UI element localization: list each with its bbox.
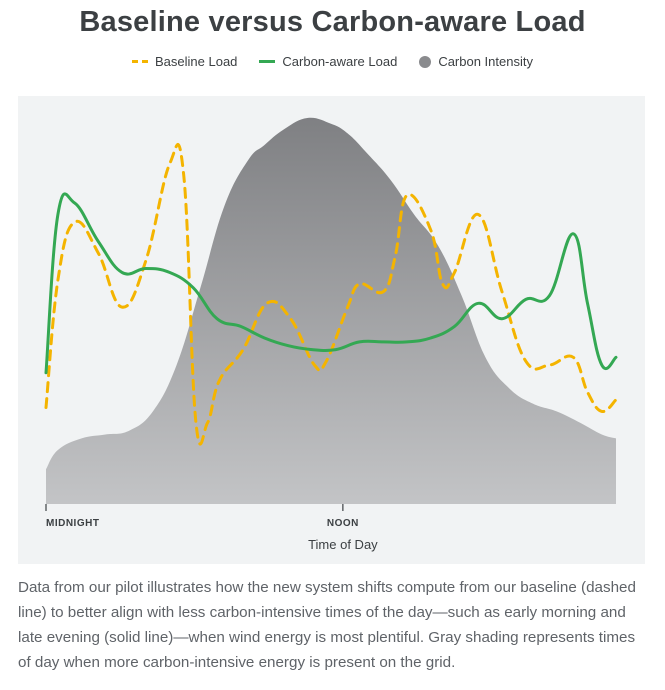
x-axis-ticks: MIDNIGHT NOON — [45, 504, 359, 529]
legend-dot-icon — [419, 55, 432, 68]
chart-caption: Data from our pilot illustrates how the … — [18, 579, 636, 671]
chart-panel: MIDNIGHT NOON Time of Day — [18, 96, 645, 564]
legend-solid-line-icon — [259, 60, 276, 63]
x-axis-label: Time of Day — [308, 537, 378, 552]
legend-item-carbon-intensity: Carbon Intensity — [419, 54, 533, 69]
x-tick-label: MIDNIGHT — [46, 518, 99, 529]
legend-label-baseline: Baseline Load — [155, 54, 238, 69]
legend-label-carbon-aware: Carbon-aware Load — [282, 54, 398, 69]
chart-legend: Baseline Load Carbon-aware Load Carbon I… — [0, 54, 665, 69]
baseline-load-line — [44, 143, 618, 446]
legend-dashed-line-icon — [132, 60, 148, 63]
chart-svg: MIDNIGHT NOON Time of Day — [44, 117, 618, 552]
x-tick-label: NOON — [327, 518, 359, 529]
legend-item-carbon-aware: Carbon-aware Load — [259, 54, 397, 69]
carbon-intensity-area — [46, 117, 616, 504]
carbon-aware-load-line — [44, 192, 618, 375]
chart-title: Baseline versus Carbon-aware Load — [79, 6, 586, 38]
legend-item-baseline: Baseline Load — [132, 54, 237, 69]
legend-label-carbon-intensity: Carbon Intensity — [438, 54, 533, 69]
